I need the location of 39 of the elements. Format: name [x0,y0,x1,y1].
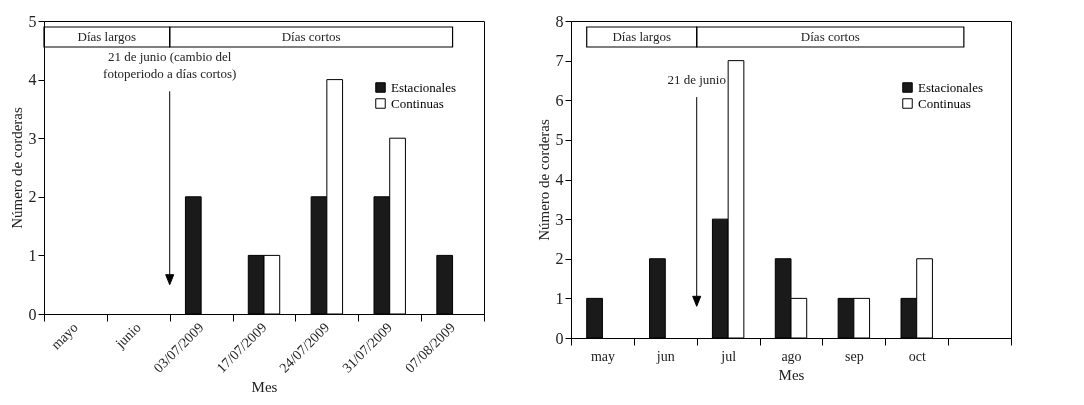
bar [649,258,666,339]
legend-label: Continuas [391,95,444,111]
legend-label: Continuas [918,95,971,111]
x-tick-label: sep [845,348,864,364]
y-tick-label: 4 [555,171,564,188]
y-axis-title: Número de corderas [8,107,25,229]
annotation: 21 de junio (cambio del fotoperiodo a días cortos) [103,49,237,82]
y-tick-label: 7 [555,52,564,70]
y-tick-label: 6 [555,91,564,109]
y-tick-label: 0 [555,329,564,347]
y-tick-label: 4 [28,71,37,89]
y-axis-title: Número de corderas [535,119,552,241]
annotation: Días largos [612,29,672,44]
y-tick-label: 1 [28,246,37,264]
bar [436,254,454,315]
y-tick-label: 3 [28,129,37,147]
x-tick-label: oct [908,348,926,364]
y-tick-label: 8 [555,12,564,30]
bar [184,196,202,315]
y-tick-label: 5 [555,131,564,149]
x-axis-title: Mes [251,378,278,395]
annotation: Días largos [77,29,137,44]
annotation: 21 de junio [667,71,726,87]
legend-label: Estacionales [918,79,983,95]
y-tick-label: 2 [28,188,37,206]
annotation: Días cortos [281,29,341,44]
annotation: Días cortos [800,29,860,44]
x-tick-label: ago [781,348,802,364]
y-tick-label: 0 [28,305,37,323]
x-tick-label: may [590,348,615,364]
y-tick-label: 5 [28,12,37,30]
x-tick-label: jun [655,348,675,364]
bar [586,297,603,339]
legend-label: Estacionales [391,79,456,95]
y-tick-label: 3 [555,210,564,228]
y-tick-label: 1 [555,289,564,307]
x-axis-title: Mes [778,366,805,383]
y-tick-label: 2 [555,250,564,268]
x-tick-label: jul [720,348,737,364]
